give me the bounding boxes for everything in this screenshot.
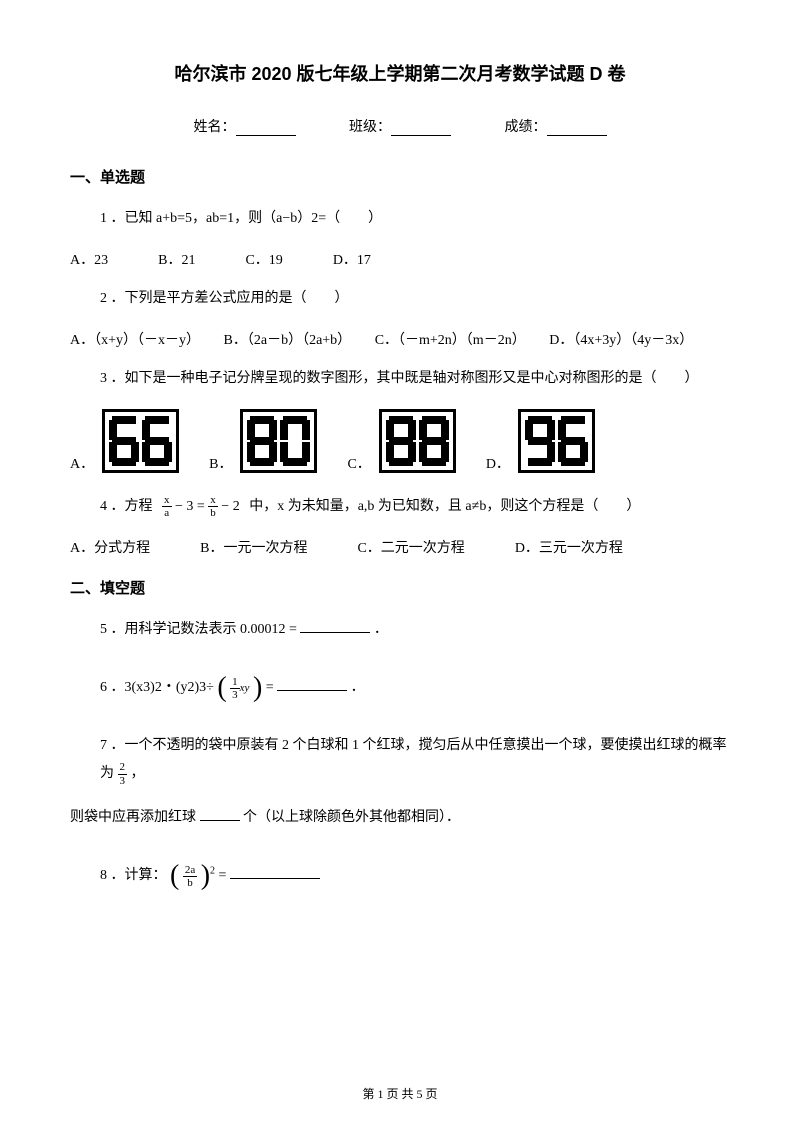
q3-image-a (102, 409, 179, 473)
question-7: 7 ．一个不透明的袋中原装有 2 个白球和 1 个红球，搅匀后从中任意摸出一个球… (100, 732, 730, 788)
q6-pre: 6 ．3(x3)2・(y2)3÷ (100, 680, 214, 695)
q7-text-c: 则袋中应再添加红球 (70, 810, 196, 825)
page-footer: 第 1 页 共 5 页 (0, 1085, 800, 1102)
q2-opt-b: B．（2a－b）（2a+b） (224, 329, 352, 349)
header-fields: 姓名： 班级： 成绩： (70, 116, 730, 136)
question-8: 8 ．计算： 2ab 2 = (100, 848, 730, 904)
q1-opt-c: C．19 (245, 249, 282, 269)
question-1: 1 ．已知 a+b=5，ab=1，则（a−b）2=（ ） (100, 205, 730, 233)
q5-blank (300, 621, 370, 633)
name-label: 姓名： (194, 120, 236, 135)
class-blank (391, 122, 451, 136)
q7-text-d: 个（以上球除颜色外其他都相同）． (243, 810, 460, 825)
q7-text-b: ， (131, 766, 145, 781)
q5-post: ． (374, 622, 388, 637)
q3-image-b (240, 409, 317, 473)
question-5: 5 ．用科学记数法表示 0.00012 = ． (100, 616, 730, 644)
q3-opt-b-label: B． (209, 453, 232, 473)
q4-frac1-den: a (162, 507, 172, 519)
score-blank (547, 122, 607, 136)
q2-opt-c: C．（－m+2n）（m－2n） (375, 329, 526, 349)
q4-frac1-num: x (162, 494, 172, 507)
q4-opt-b: B．一元一次方程 (200, 537, 307, 557)
q7-text-a: 7 ．一个不透明的袋中原装有 2 个白球和 1 个红球，搅匀后从中任意摸出一个球… (100, 738, 727, 781)
question-2-options: A．（x+y）（－x－y） B．（2a－b）（2a+b） C．（－m+2n）（m… (70, 329, 730, 349)
q1-opt-b: B．21 (158, 249, 195, 269)
q7-frac-num: 2 (118, 761, 128, 774)
q4-opt-a: A．分式方程 (70, 537, 150, 557)
q8-post: = (219, 868, 227, 883)
section-2-title: 二、填空题 (70, 577, 730, 598)
class-label: 班级： (349, 120, 391, 135)
q1-opt-d: D．17 (333, 249, 371, 269)
q6-post: = (266, 680, 274, 695)
q6-blank (277, 679, 347, 691)
page-title: 哈尔滨市 2020 版七年级上学期第二次月考数学试题 D 卷 (70, 60, 730, 86)
q8-pre: 8 ．计算： (100, 868, 167, 883)
q6-frac-num: 1 (230, 676, 240, 689)
question-3-options: A． B． C． D． (70, 409, 730, 473)
q4-pre: 4 ．方程 (100, 499, 153, 514)
q8-exp: 2 (210, 866, 215, 877)
q6-end: ． (351, 680, 365, 695)
q4-post: 中，x 为未知量，a,b 为已知数，且 a≠b，则这个方程是（ ） (249, 499, 640, 514)
q8-frac-num: 2a (183, 864, 197, 877)
q5-pre: 5 ．用科学记数法表示 (100, 622, 237, 637)
score-label: 成绩： (505, 120, 547, 135)
question-1-options: A．23 B．21 C．19 D．17 (70, 249, 730, 269)
q4-opt-d: D．三元一次方程 (515, 537, 623, 557)
q1-opt-a: A．23 (70, 249, 108, 269)
q4-opt-c: C．二元一次方程 (357, 537, 464, 557)
question-6: 6 ．3(x3)2・(y2)3÷ 13xy = ． (100, 660, 730, 716)
q3-image-d (518, 409, 595, 473)
question-4-options: A．分式方程 B．一元一次方程 C．二元一次方程 D．三元一次方程 (70, 537, 730, 557)
q7-frac-den: 3 (118, 775, 128, 787)
q6-frac-den: 3 (230, 689, 240, 701)
q4-eq-tail: − 2 (221, 499, 239, 514)
q8-frac-den: b (183, 877, 197, 889)
question-7-line2: 则袋中应再添加红球 个（以上球除颜色外其他都相同）． (70, 804, 730, 832)
q2-opt-a: A．（x+y）（－x－y） (70, 329, 200, 349)
question-4: 4 ．方程 xa − 3 = xb − 2 中，x 为未知量，a,b 为已知数，… (100, 493, 730, 521)
q2-opt-d: D．（4x+3y）（4y－3x） (549, 329, 693, 349)
name-blank (236, 122, 296, 136)
section-1-title: 一、单选题 (70, 166, 730, 187)
q8-blank (230, 867, 320, 879)
q4-frac2-den: b (208, 507, 218, 519)
question-3: 3 ．如下是一种电子记分牌呈现的数字图形，其中既是轴对称图形又是中心对称图形的是… (100, 365, 730, 393)
q3-opt-d-label: D． (486, 453, 510, 473)
q4-frac2-num: x (208, 494, 218, 507)
q5-val: 0.00012 = (240, 622, 297, 637)
q3-opt-a-label: A． (70, 453, 94, 473)
q3-image-c (379, 409, 456, 473)
q3-opt-c-label: C． (347, 453, 370, 473)
q4-eq-mid: − 3 = (175, 499, 205, 514)
q6-frac-tail: xy (240, 682, 250, 694)
question-2: 2 ．下列是平方差公式应用的是（ ） (100, 285, 730, 313)
q7-blank (200, 809, 240, 821)
